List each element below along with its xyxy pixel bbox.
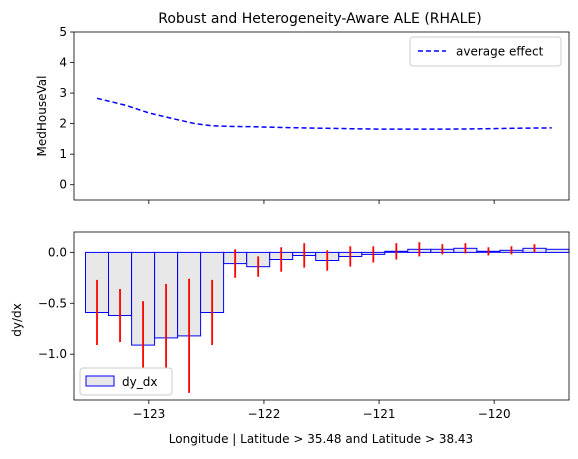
average-effect-line <box>96 97 552 130</box>
bottom-y-tick-label: −1.0 <box>38 347 67 361</box>
bottom-y-axis-label: dy/dx <box>10 303 24 336</box>
legend-label-dy-dx: dy_dx <box>122 375 157 389</box>
top-plot-area: 0 1 2 3 4 5 <box>59 25 570 204</box>
legend-label-average-effect: average effect <box>456 45 544 59</box>
top-y-tick-label: 2 <box>59 117 67 131</box>
top-legend: average effect <box>409 36 562 67</box>
dy-dx-bar <box>545 248 570 253</box>
bottom-x-tick-label: −121 <box>363 407 396 421</box>
top-chart: Robust and Heterogeneity-Aware ALE (RHAL… <box>35 11 570 204</box>
bottom-x-tick-label: −122 <box>247 407 280 421</box>
bottom-x-axis-label: Longitude | Latitude > 35.48 and Latitud… <box>169 432 473 446</box>
top-y-tick-label: 3 <box>59 86 67 100</box>
bottom-plot-area: −1.0 −0.5 0.0 −123 −122 −121 −120 <box>38 231 570 421</box>
top-y-tick-label: 5 <box>59 25 67 39</box>
top-axes-frame <box>73 31 570 201</box>
bottom-x-tick-label: −123 <box>132 407 165 421</box>
top-legend-frame <box>409 36 562 67</box>
legend-swatch-dy-dx <box>85 375 115 387</box>
top-y-tick-label: 0 <box>59 178 67 192</box>
bottom-axes-frame <box>73 231 570 401</box>
bottom-legend-frame <box>79 367 173 396</box>
top-y-tick-label: 1 <box>59 147 67 161</box>
bottom-y-tick-label: −0.5 <box>38 296 67 310</box>
top-y-axis-label: MedHouseVal <box>35 76 49 157</box>
top-y-tick-label: 4 <box>59 56 67 70</box>
bottom-legend: dy_dx <box>79 367 173 396</box>
bottom-x-tick-label: −120 <box>478 407 511 421</box>
bottom-chart: −1.0 −0.5 0.0 −123 −122 −121 −120 dy/dx Longit… <box>10 231 570 446</box>
bottom-y-tick-label: 0.0 <box>48 245 67 259</box>
chart-title: Robust and Heterogeneity-Aware ALE (RHAL… <box>158 11 481 27</box>
